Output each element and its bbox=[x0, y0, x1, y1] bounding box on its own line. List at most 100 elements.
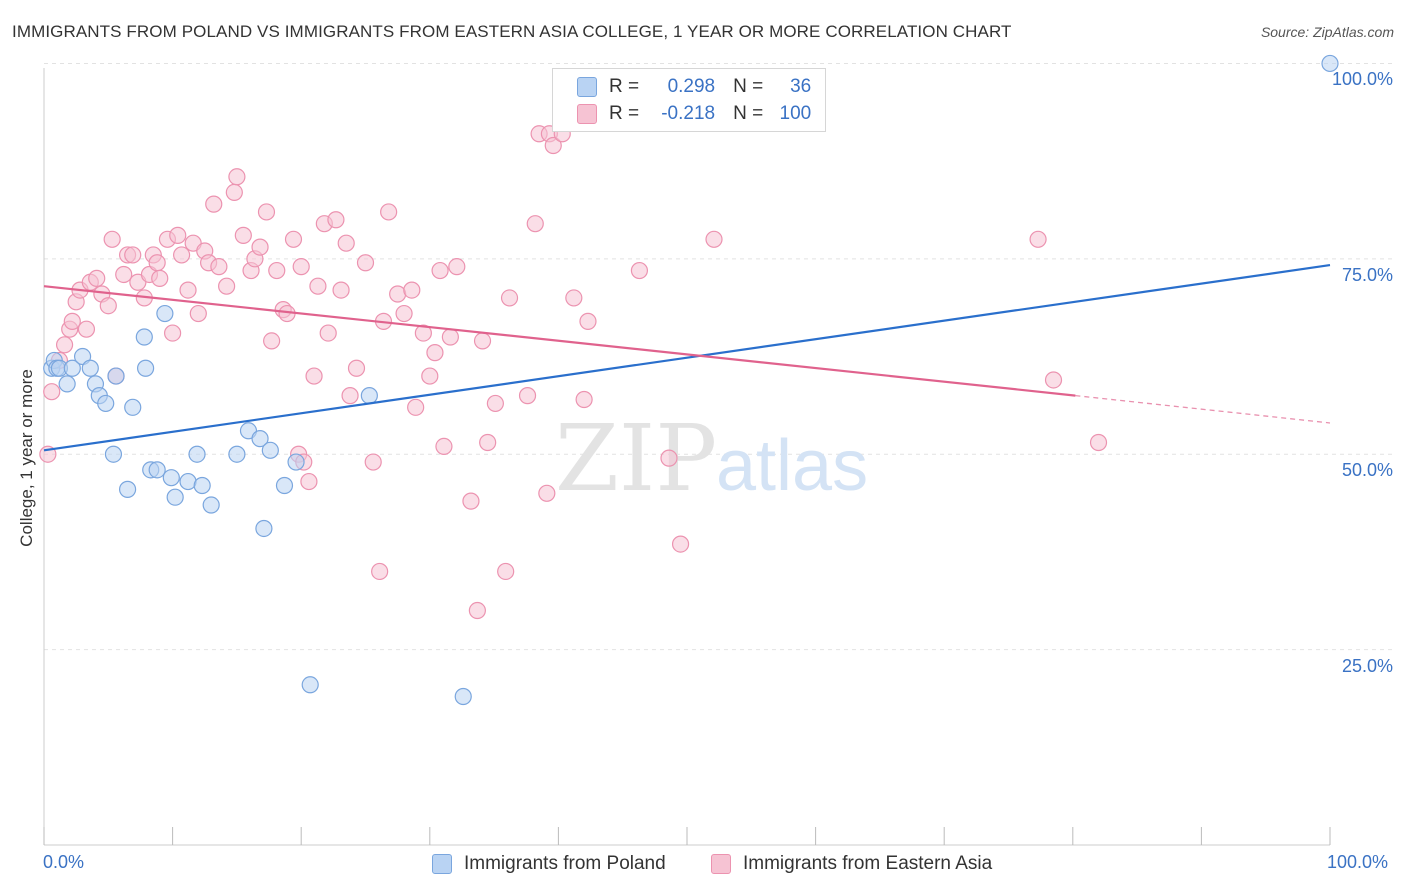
poland-swatch bbox=[577, 77, 597, 97]
eastern-asia-point bbox=[356, 254, 375, 272]
legend-row-poland: R = 0.298 N = 36 bbox=[577, 75, 811, 99]
eastern-asia-n-value: 100 bbox=[779, 103, 812, 124]
eastern-asia-point bbox=[77, 320, 96, 338]
poland-point bbox=[454, 687, 472, 706]
eastern-asia-point bbox=[1029, 230, 1047, 248]
eastern-asia-point bbox=[257, 203, 276, 221]
eastern-asia-point bbox=[205, 195, 223, 213]
n-label: N = bbox=[733, 103, 764, 124]
poland-point bbox=[148, 461, 166, 479]
eastern-asia-point bbox=[309, 277, 327, 295]
poland-point bbox=[188, 445, 206, 463]
poland-point bbox=[179, 472, 197, 491]
y-tick-label: 75.0% bbox=[1341, 264, 1393, 285]
poland-point bbox=[275, 476, 294, 495]
poland-point bbox=[1321, 54, 1339, 73]
legend-item-poland[interactable]: Immigrants from Poland bbox=[432, 852, 666, 876]
watermark-zip: ZIP bbox=[555, 405, 717, 512]
eastern-asia-point bbox=[575, 390, 593, 409]
poland-point bbox=[360, 387, 378, 405]
eastern-asia-point bbox=[660, 449, 678, 467]
legend-row-eastern-asia: R = -0.218 N = 100 bbox=[577, 102, 811, 126]
eastern-asia-point bbox=[319, 324, 337, 342]
poland-point bbox=[136, 359, 155, 377]
r-label: R = bbox=[609, 76, 640, 97]
eastern-asia-point bbox=[268, 261, 286, 280]
poland-point bbox=[162, 469, 180, 487]
source-label: Source: ZipAtlas.com bbox=[1260, 24, 1394, 40]
eastern-asia-trend-line bbox=[43, 285, 1076, 397]
poland-point bbox=[301, 676, 319, 694]
poland-trend-line bbox=[43, 263, 1331, 452]
correlation-legend: R = 0.298 N = 36 R = -0.218 N = 100 bbox=[552, 68, 826, 132]
chart-title: IMMIGRANTS FROM POLAND VS IMMIGRANTS FRO… bbox=[12, 22, 1012, 41]
eastern-asia-point bbox=[228, 168, 246, 186]
eastern-asia-point bbox=[538, 484, 556, 502]
poland-point bbox=[255, 519, 273, 538]
eastern-asia-point bbox=[544, 136, 562, 155]
x-tick-min: 0.0% bbox=[43, 852, 85, 872]
gridlines bbox=[44, 62, 1395, 651]
eastern-asia-point bbox=[179, 281, 197, 299]
eastern-asia-point bbox=[371, 562, 389, 581]
y-tick-label: 100.0% bbox=[1331, 69, 1393, 90]
eastern-asia-point bbox=[1089, 433, 1108, 452]
eastern-asia-point bbox=[169, 226, 187, 244]
eastern-asia-point bbox=[251, 238, 269, 256]
eastern-asia-point bbox=[103, 230, 121, 248]
legend-label-poland: Immigrants from Poland bbox=[464, 853, 666, 874]
series-eastern-asia-points bbox=[39, 125, 1108, 620]
eastern-asia-point bbox=[500, 289, 519, 307]
n-label: N = bbox=[733, 76, 764, 97]
eastern-asia-point bbox=[414, 324, 432, 342]
eastern-asia-point bbox=[332, 281, 350, 299]
poland-point bbox=[261, 441, 279, 459]
poland-r-value: 0.298 bbox=[667, 76, 716, 97]
eastern-asia-point bbox=[341, 387, 359, 405]
eastern-asia-trend-extension bbox=[1075, 394, 1331, 424]
eastern-asia-point bbox=[579, 312, 597, 330]
eastern-asia-point bbox=[210, 258, 228, 276]
eastern-asia-point bbox=[164, 324, 182, 342]
eastern-asia-point bbox=[518, 387, 537, 405]
eastern-asia-point bbox=[173, 246, 191, 264]
eastern-asia-swatch bbox=[577, 104, 597, 124]
eastern-asia-point bbox=[395, 304, 413, 323]
poland-n-value: 36 bbox=[790, 76, 812, 97]
eastern-asia-point bbox=[462, 492, 480, 510]
eastern-asia-point bbox=[364, 453, 382, 471]
eastern-asia-point bbox=[189, 304, 207, 323]
eastern-asia-point bbox=[468, 601, 486, 620]
poland-point bbox=[287, 453, 305, 471]
eastern-asia-point bbox=[337, 234, 355, 252]
eastern-asia-point bbox=[284, 230, 303, 248]
poland-point bbox=[97, 394, 115, 413]
poland-point bbox=[104, 445, 123, 463]
trend-lines bbox=[43, 263, 1331, 452]
eastern-asia-point bbox=[671, 535, 690, 553]
eastern-asia-point bbox=[88, 269, 106, 287]
poland-point bbox=[166, 488, 184, 506]
eastern-asia-point bbox=[99, 297, 117, 315]
poland-point bbox=[156, 304, 174, 323]
eastern-asia-point bbox=[300, 472, 318, 491]
legend-item-eastern-asia[interactable]: Immigrants from Eastern Asia bbox=[711, 852, 992, 876]
eastern-asia-point bbox=[55, 336, 74, 354]
eastern-asia-point bbox=[407, 398, 425, 416]
poland-point bbox=[58, 375, 76, 393]
poland-point bbox=[63, 359, 81, 377]
eastern-asia-point bbox=[497, 562, 515, 581]
eastern-asia-point bbox=[421, 367, 439, 385]
eastern-asia-point bbox=[1044, 371, 1063, 389]
y-tick-label: 25.0% bbox=[1341, 655, 1393, 676]
eastern-asia-point bbox=[234, 226, 252, 244]
poland-point bbox=[135, 328, 153, 346]
watermark: ZIP atlas bbox=[555, 405, 868, 512]
eastern-asia-point bbox=[263, 332, 281, 350]
eastern-asia-point bbox=[327, 211, 345, 229]
eastern-asia-point bbox=[441, 328, 459, 346]
eastern-asia-point bbox=[565, 289, 583, 307]
eastern-asia-point bbox=[292, 258, 310, 276]
eastern-asia-point bbox=[43, 383, 61, 401]
